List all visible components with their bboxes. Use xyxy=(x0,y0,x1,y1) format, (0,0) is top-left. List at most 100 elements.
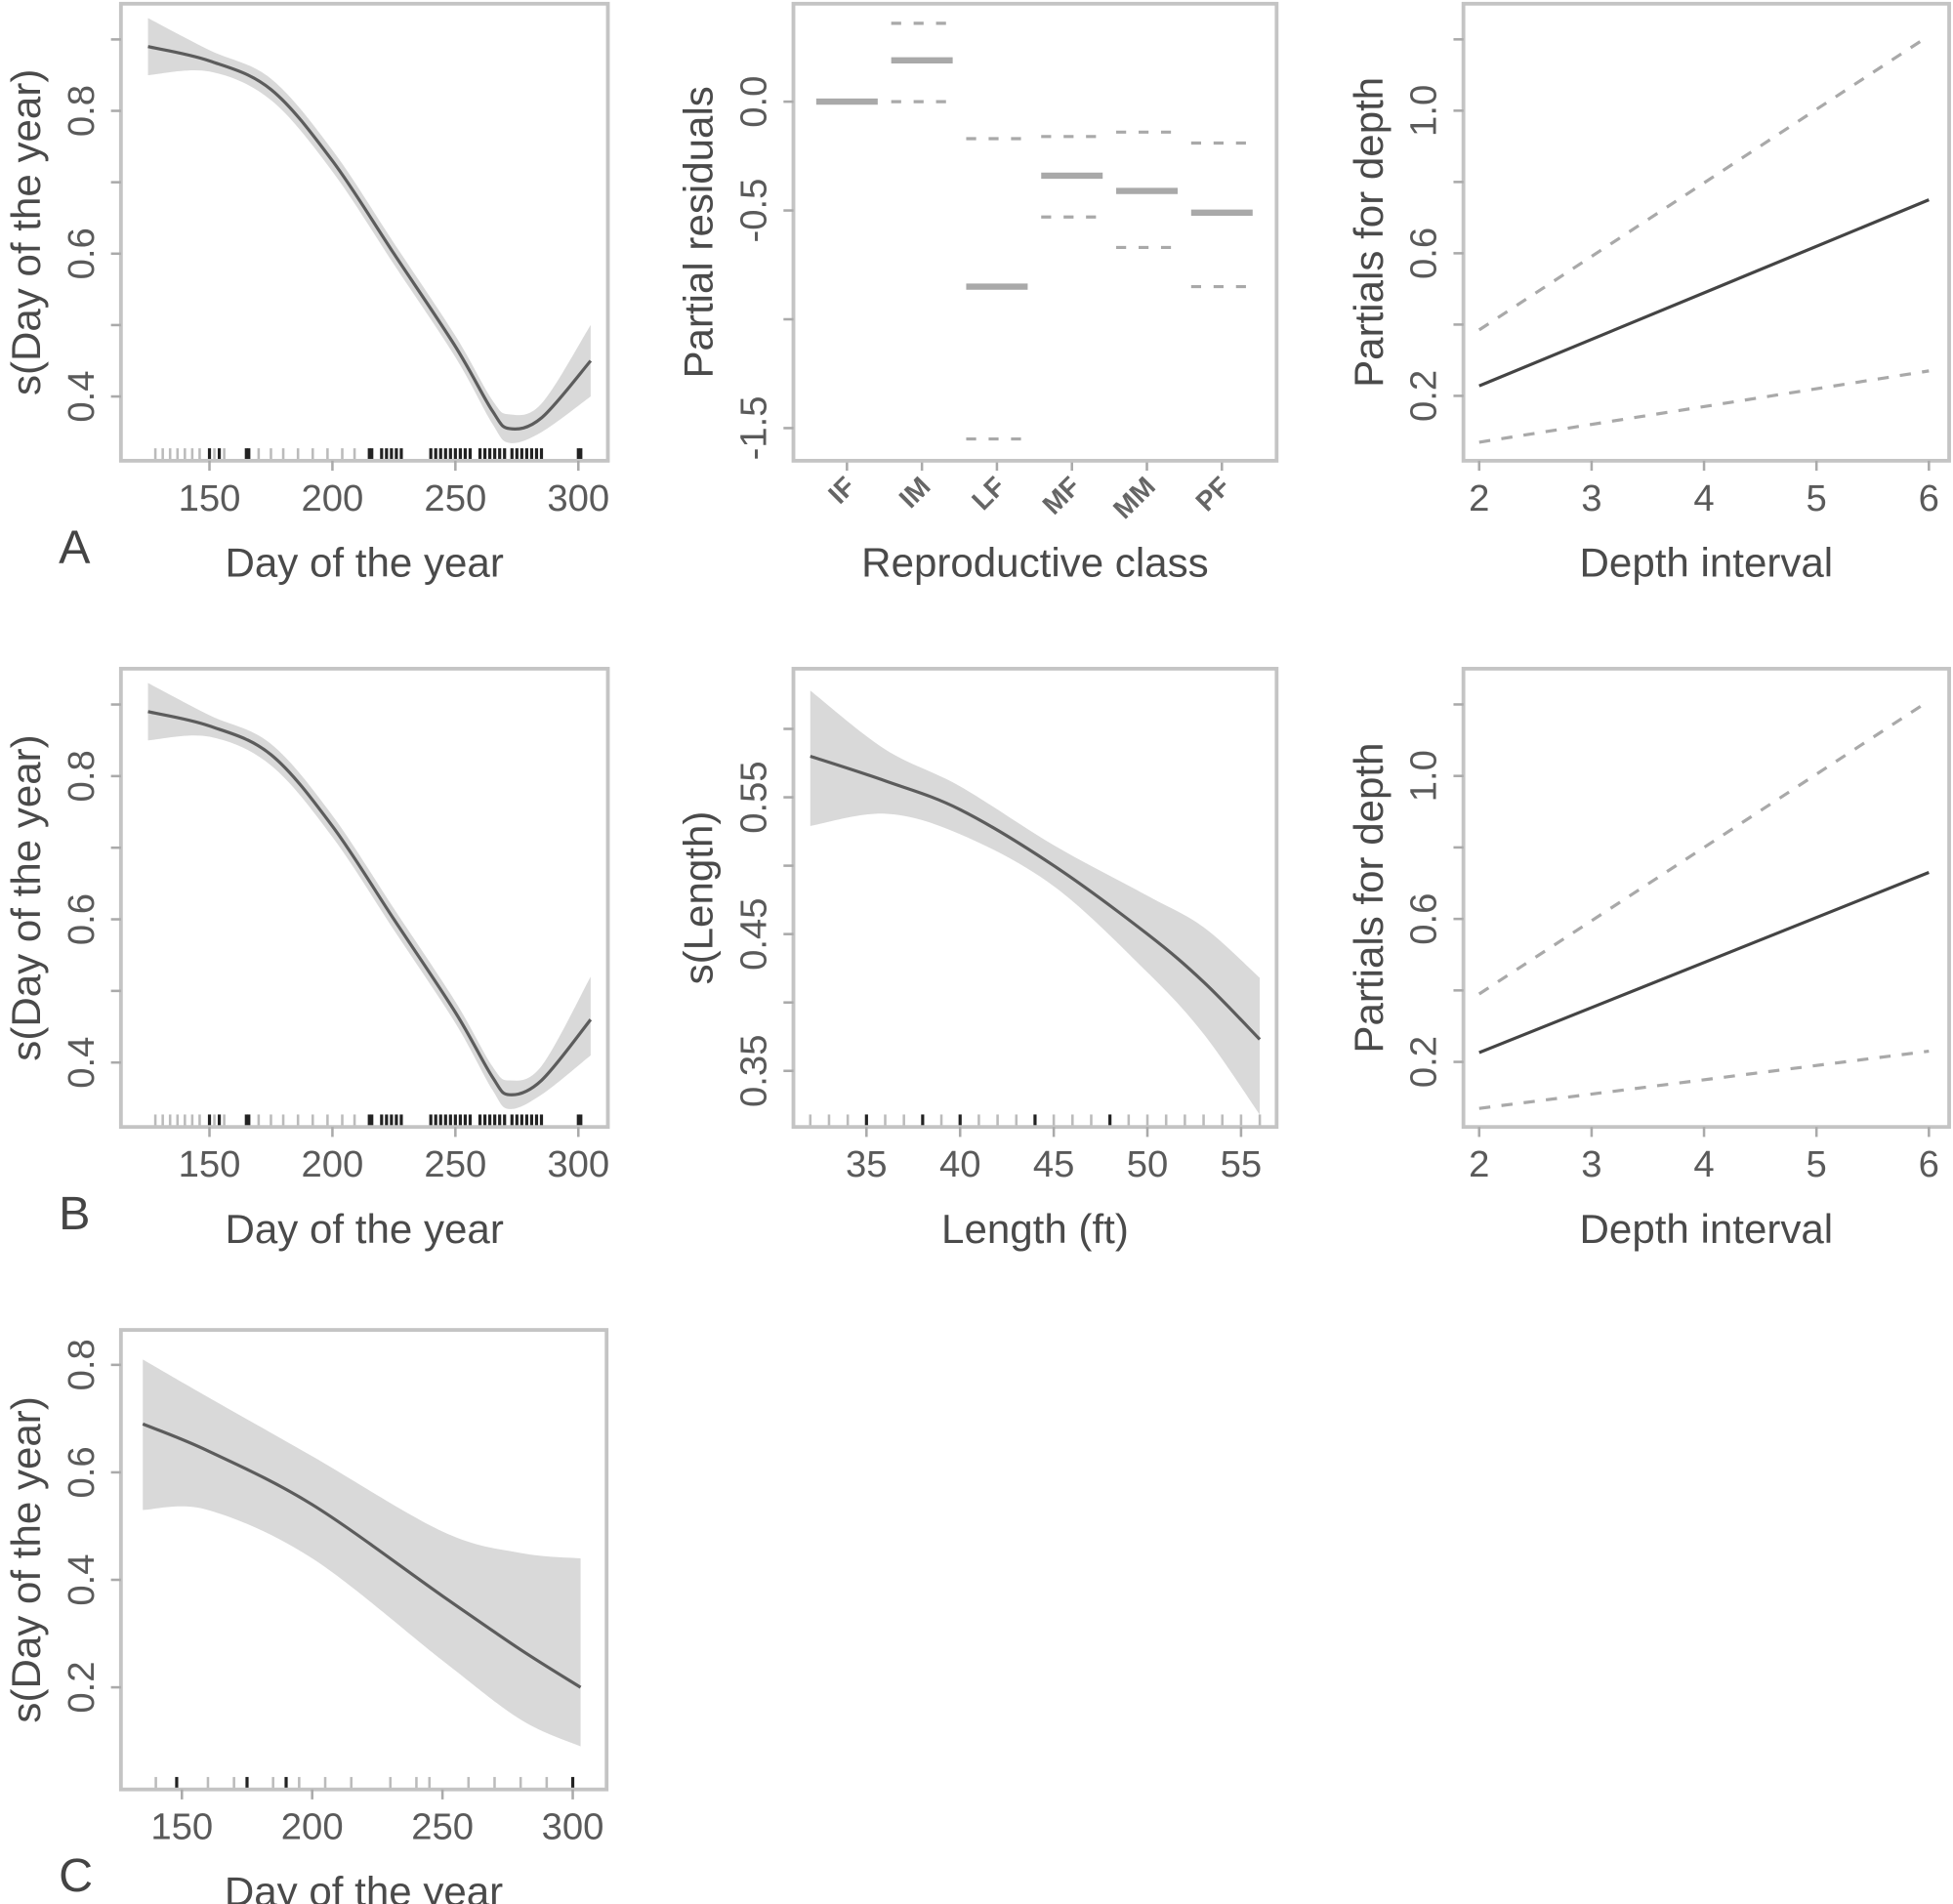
x-tick-label: 35 xyxy=(846,1143,888,1185)
x-tick-label: 4 xyxy=(1693,1143,1714,1185)
plot-frame xyxy=(1461,1,1951,463)
x-tick-label: 6 xyxy=(1919,1143,1939,1185)
y-tick-label: 1.0 xyxy=(1403,750,1445,802)
y-tick-label: 0.4 xyxy=(61,1037,103,1089)
y-tick-label: 0.8 xyxy=(61,750,103,802)
confidence-band xyxy=(147,18,591,443)
plot-frame xyxy=(1461,666,1951,1130)
y-tick-label: 1.0 xyxy=(1403,85,1445,137)
x-tick-label: 150 xyxy=(179,1143,241,1185)
x-tick-label: 300 xyxy=(547,1143,609,1185)
fit-line xyxy=(810,755,1262,1041)
y-tick-label: -1.5 xyxy=(732,395,774,460)
lower-ci-line xyxy=(1478,369,1930,444)
y-axis-title: Partial residuals xyxy=(676,86,722,378)
panel-7: 150 200 250 300 0.2 0.4 0.6 0.8 Day of the year s… xyxy=(3,1328,609,1904)
x-tick-label: 300 xyxy=(542,1806,604,1848)
upper-ci-line xyxy=(1477,34,1931,332)
category-label: IF xyxy=(822,471,861,510)
plot-frame xyxy=(118,1,610,463)
y-axis-title: Partials for depth xyxy=(1346,742,1392,1053)
fit-line xyxy=(147,45,593,431)
y-tick-label: 0.2 xyxy=(1403,370,1445,422)
y-axis-title: s(Length) xyxy=(676,811,722,985)
panel-label: A xyxy=(59,520,91,573)
panel-2: IF IM LF MF MM PF 0.0 -0.5 -1.5 Reproductive clas… xyxy=(676,1,1279,585)
x-axis-title: Day of the year xyxy=(225,539,503,585)
x-tick-label: 40 xyxy=(939,1143,981,1185)
y-tick-label: 0.6 xyxy=(61,893,103,945)
x-axis-title: Reproductive class xyxy=(861,539,1209,585)
x-tick-label: 3 xyxy=(1581,477,1601,519)
plot-frame xyxy=(791,666,1279,1130)
x-axis-title: Depth interval xyxy=(1580,539,1834,585)
lower-ci-line xyxy=(1478,1049,1930,1110)
x-tick-label: 50 xyxy=(1127,1143,1169,1185)
panel-label: C xyxy=(59,1849,93,1902)
category-label: PF xyxy=(1189,471,1235,517)
x-tick-label: 200 xyxy=(302,1143,364,1185)
confidence-band xyxy=(810,690,1261,1115)
plot-frame xyxy=(118,666,610,1130)
plot-frame xyxy=(791,1,1279,463)
x-tick-label: 300 xyxy=(547,477,609,519)
panel-6: 2 3 4 5 6 0.2 0.6 1.0 Depth interval Partials for… xyxy=(1346,666,1951,1252)
y-tick-label: 0.2 xyxy=(1403,1036,1445,1088)
panel-label: B xyxy=(59,1187,90,1240)
panel-1: 150 200 250 300 0.4 0.6 0.8 Day of the year s(Da… xyxy=(3,1,610,585)
fit-line xyxy=(1478,871,1930,1055)
x-tick-label: 250 xyxy=(424,477,486,519)
upper-ci-line xyxy=(1477,699,1931,996)
x-tick-label: 2 xyxy=(1469,1143,1489,1185)
x-tick-label: 4 xyxy=(1693,477,1714,519)
plot-frame xyxy=(118,1328,609,1792)
x-tick-label: 6 xyxy=(1919,477,1939,519)
y-axis-title: s(Day of the year) xyxy=(3,1396,49,1722)
x-tick-label: 200 xyxy=(281,1806,344,1848)
fit-line xyxy=(1478,198,1930,388)
x-axis-title: Length (ft) xyxy=(941,1206,1129,1252)
panel-3: 2 3 4 5 6 0.2 0.6 1.0 Depth interval Partials for… xyxy=(1346,1,1951,585)
x-tick-label: 150 xyxy=(179,477,241,519)
y-tick-label: -0.5 xyxy=(732,179,774,243)
x-axis-title: Day of the year xyxy=(225,1206,503,1252)
category-label: IM xyxy=(893,471,936,514)
y-tick-label: 0.4 xyxy=(61,370,103,422)
x-tick-label: 2 xyxy=(1469,477,1489,519)
x-tick-label: 55 xyxy=(1221,1143,1263,1185)
category-label: MM xyxy=(1107,471,1161,524)
x-tick-label: 5 xyxy=(1807,477,1827,519)
y-axis-title: s(Day of the year) xyxy=(3,734,49,1060)
confidence-band xyxy=(143,1359,581,1747)
y-axis-title: Partials for depth xyxy=(1346,77,1392,388)
x-tick-label: 150 xyxy=(150,1806,213,1848)
panel-4: 150 200 250 300 0.4 0.6 0.8 Day of the year s(Da… xyxy=(3,666,610,1252)
x-tick-label: 250 xyxy=(424,1143,486,1185)
x-axis-title: Depth interval xyxy=(1580,1206,1834,1252)
y-tick-label: 0.6 xyxy=(1403,893,1445,945)
y-axis-title: s(Day of the year) xyxy=(3,69,49,395)
y-tick-label: 0.4 xyxy=(61,1553,103,1605)
x-tick-label: 5 xyxy=(1807,1143,1827,1185)
panel-5: 35 40 45 50 55 0.35 0.45 0.55 Length (ft) s(Lengt… xyxy=(676,666,1279,1252)
y-tick-label: 0.8 xyxy=(61,1339,103,1390)
y-tick-label: 0.2 xyxy=(61,1661,103,1713)
x-tick-label: 45 xyxy=(1033,1143,1075,1185)
y-tick-label: 0.55 xyxy=(732,761,774,833)
y-tick-label: 0.35 xyxy=(732,1035,774,1107)
y-tick-label: 0.8 xyxy=(61,85,103,137)
x-tick-label: 3 xyxy=(1581,1143,1601,1185)
y-tick-label: 0.45 xyxy=(732,897,774,970)
y-tick-label: 0.6 xyxy=(61,228,103,279)
fit-line xyxy=(147,710,593,1097)
x-tick-label: 200 xyxy=(302,477,364,519)
fit-line xyxy=(142,1422,582,1689)
y-tick-label: 0.6 xyxy=(1403,228,1445,279)
category-label: LF xyxy=(966,471,1011,516)
y-tick-label: 0.0 xyxy=(732,76,774,128)
y-tick-label: 0.6 xyxy=(61,1446,103,1498)
confidence-band xyxy=(147,683,591,1109)
x-axis-title: Day of the year xyxy=(225,1868,503,1904)
category-label: MF xyxy=(1037,471,1087,520)
